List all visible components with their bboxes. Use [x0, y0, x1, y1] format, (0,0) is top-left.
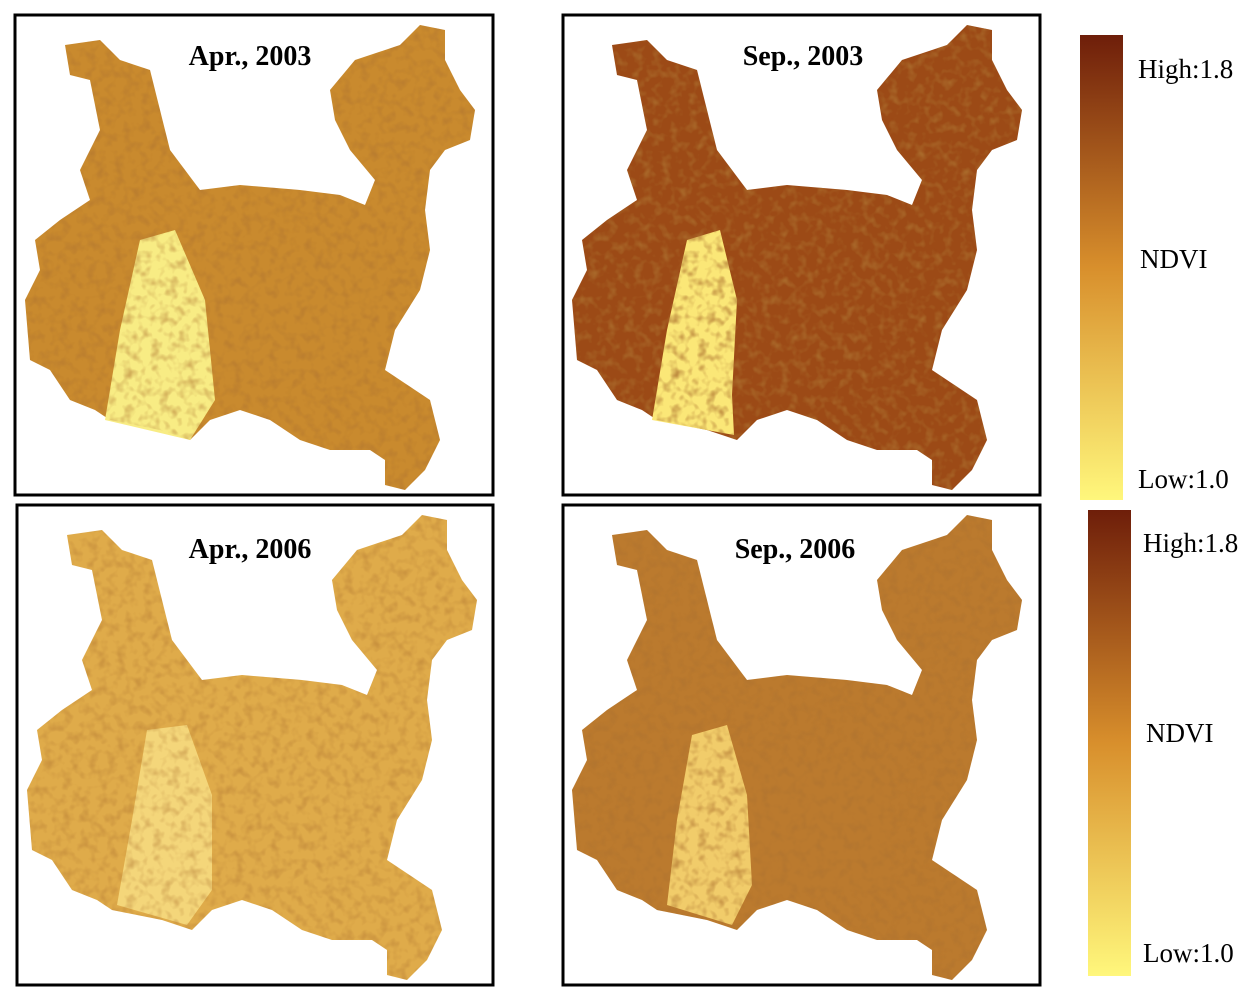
- map: [25, 25, 475, 490]
- map-panel: Sep., 2006: [561, 503, 1042, 987]
- map: [572, 25, 1022, 490]
- panel-title: Sep., 2003: [743, 41, 864, 72]
- legend-low: Low:1.0: [1143, 938, 1234, 968]
- panel-title: Sep., 2006: [735, 534, 856, 565]
- map-panel: Sep., 2003: [561, 13, 1042, 497]
- legend-high: High:1.8: [1138, 54, 1233, 84]
- panel-title: Apr., 2003: [189, 41, 312, 72]
- legend: High:1.8 NDVI Low:1.0: [1080, 35, 1233, 500]
- color-ramp: [1080, 35, 1123, 500]
- panel-title: Apr., 2006: [189, 534, 312, 565]
- panel-frame: [561, 13, 1042, 497]
- map: [27, 515, 477, 980]
- panel-frame: [15, 503, 495, 987]
- color-ramp: [1088, 510, 1131, 976]
- panel-frame: [13, 13, 495, 497]
- map-panel: Apr., 2006: [15, 503, 495, 987]
- panel-frame: [561, 503, 1042, 987]
- legend-low: Low:1.0: [1138, 464, 1229, 494]
- legend-high: High:1.8: [1143, 528, 1238, 558]
- legend: High:1.8 NDVI Low:1.0: [1088, 510, 1238, 976]
- map: [572, 515, 1022, 980]
- legend-title: NDVI: [1146, 718, 1214, 748]
- legend-title: NDVI: [1140, 244, 1208, 274]
- map-panel: Apr., 2003: [13, 13, 495, 497]
